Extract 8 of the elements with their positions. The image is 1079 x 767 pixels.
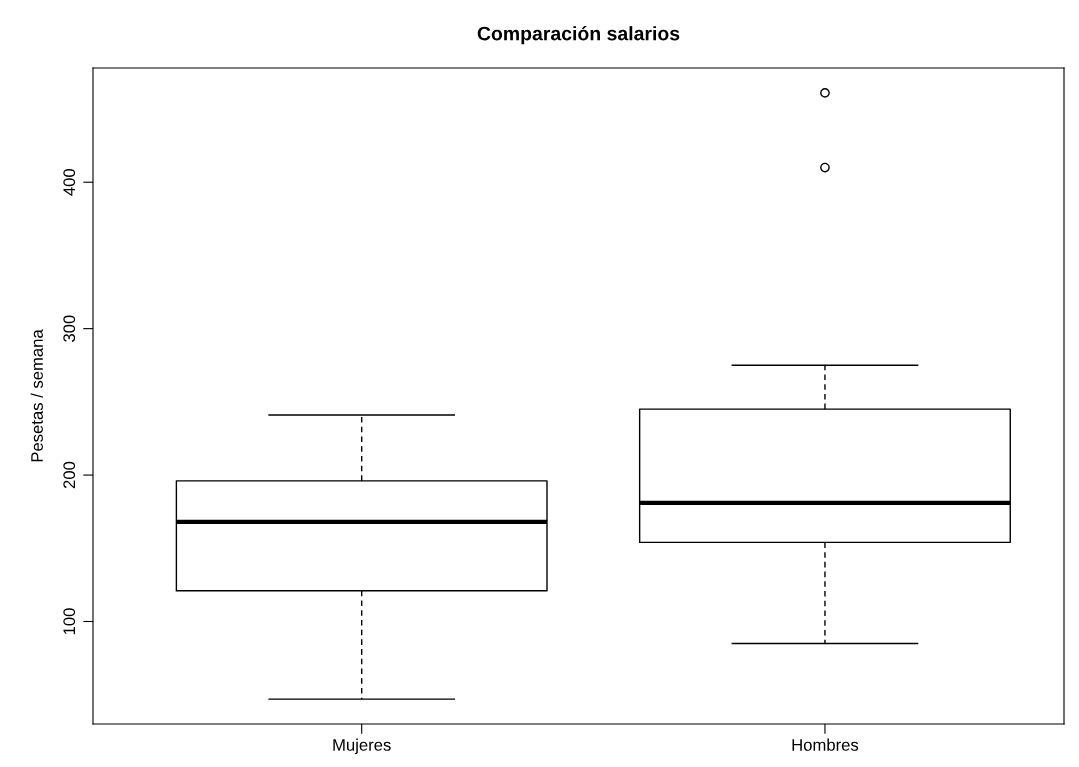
y-tick-label: 400 [63, 168, 76, 196]
y-tick-label: 100 [63, 608, 76, 635]
x-tick-label: Hombres [792, 738, 859, 751]
y-tick-label: 300 [63, 315, 76, 342]
y-axis-title: Pesetas / semana [30, 329, 43, 462]
y-tick-label: 200 [63, 461, 76, 489]
x-tick-label: Mujeres [333, 738, 391, 755]
chart-title: Comparación salarios [477, 25, 680, 45]
